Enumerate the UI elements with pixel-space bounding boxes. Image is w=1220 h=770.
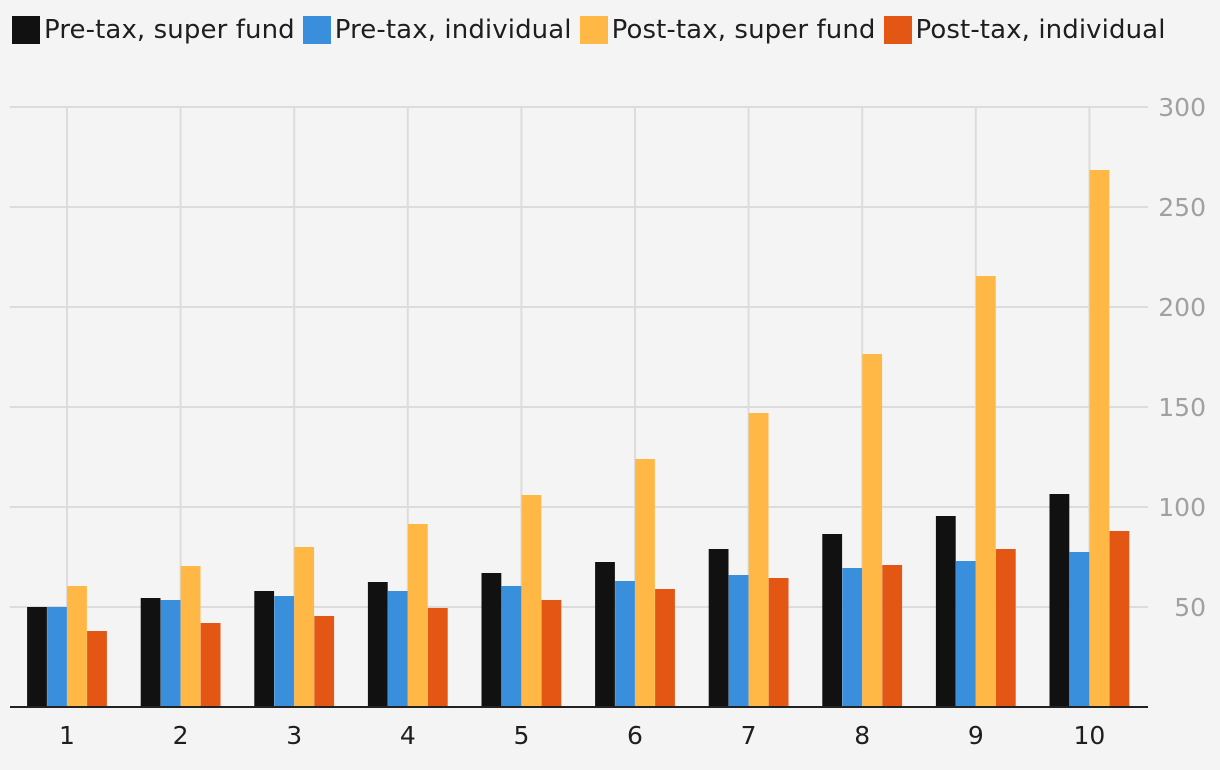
legend-item-pre-tax-super-fund: Pre-tax, super fund — [12, 15, 295, 45]
bar-pre-tax-individual-5 — [501, 586, 522, 707]
bar-post-tax-super-fund-4 — [407, 524, 428, 707]
legend-label-post-tax-super-fund: Post-tax, super fund — [611, 15, 876, 45]
bar-pre-tax-super-fund-3 — [254, 591, 275, 707]
bar-pre-tax-super-fund-4 — [367, 582, 388, 707]
bar-pre-tax-super-fund-10 — [1049, 494, 1070, 707]
bar-pre-tax-super-fund-6 — [595, 562, 615, 707]
x-tick-label-1: 1 — [59, 721, 75, 750]
labels-layer: 50 100 150 200 250 300 1 2 3 4 5 6 7 8 9 10 — [59, 93, 1206, 750]
legend-swatch-pre-tax-individual — [302, 16, 331, 44]
bar-pre-tax-individual-10 — [1069, 552, 1090, 707]
y-tick-label-50: 50 — [1174, 593, 1206, 622]
bar-post-tax-super-fund-6 — [635, 459, 655, 707]
x-tick-label-8: 8 — [854, 721, 870, 750]
bar-post-tax-individual-5 — [541, 600, 562, 707]
legend-swatch-pre-tax-super-fund — [12, 16, 40, 44]
legend: Pre-tax, super fund Pre-tax, individual … — [12, 12, 1174, 48]
bar-post-tax-super-fund-2 — [180, 566, 201, 707]
x-tick-label-9: 9 — [968, 721, 984, 750]
bar-pre-tax-individual-8 — [842, 568, 863, 707]
bar-pre-tax-individual-4 — [387, 591, 408, 707]
bar-pre-tax-individual-3 — [274, 596, 295, 707]
bar-pre-tax-individual-9 — [955, 561, 976, 707]
bar-pre-tax-super-fund-5 — [481, 573, 502, 707]
legend-item-post-tax-individual: Post-tax, individual — [883, 15, 1166, 45]
y-tick-label-200: 200 — [1158, 293, 1206, 322]
y-tick-label-100: 100 — [1158, 493, 1206, 522]
bar-pre-tax-super-fund-1 — [27, 607, 47, 707]
bar-post-tax-super-fund-8 — [862, 354, 883, 707]
legend-item-pre-tax-individual: Pre-tax, individual — [302, 15, 572, 45]
legend-label-post-tax-individual: Post-tax, individual — [915, 15, 1166, 45]
x-tick-label-7: 7 — [741, 721, 757, 750]
bars-layer — [27, 170, 1130, 707]
bar-post-tax-individual-3 — [314, 616, 335, 707]
bar-post-tax-super-fund-7 — [748, 413, 769, 707]
legend-swatch-post-tax-individual — [883, 16, 912, 44]
bar-pre-tax-individual-1 — [47, 607, 67, 707]
legend-swatch-post-tax-super-fund — [579, 16, 608, 44]
bar-post-tax-individual-2 — [200, 623, 221, 707]
x-tick-label-2: 2 — [173, 721, 189, 750]
legend-label-pre-tax-individual: Pre-tax, individual — [334, 15, 572, 45]
bar-pre-tax-super-fund-9 — [935, 516, 956, 707]
y-tick-label-300: 300 — [1158, 93, 1206, 122]
bar-pre-tax-individual-7 — [728, 575, 749, 707]
bar-post-tax-super-fund-1 — [67, 586, 87, 707]
bar-post-tax-individual-10 — [1109, 531, 1130, 707]
x-tick-label-5: 5 — [513, 721, 529, 750]
legend-item-post-tax-super-fund: Post-tax, super fund — [579, 15, 876, 45]
bar-post-tax-individual-1 — [87, 631, 107, 707]
legend-label-pre-tax-super-fund: Pre-tax, super fund — [44, 15, 295, 45]
bar-post-tax-individual-6 — [655, 589, 675, 707]
bar-post-tax-super-fund-10 — [1089, 170, 1110, 707]
grid-layer — [10, 106, 1148, 707]
bar-post-tax-super-fund-9 — [975, 276, 996, 707]
bar-post-tax-super-fund-5 — [521, 495, 542, 707]
bar-post-tax-individual-9 — [995, 549, 1016, 707]
x-tick-label-10: 10 — [1073, 721, 1105, 750]
y-tick-label-250: 250 — [1158, 193, 1206, 222]
bar-pre-tax-super-fund-8 — [822, 534, 843, 707]
bar-post-tax-super-fund-3 — [294, 547, 315, 707]
bar-pre-tax-super-fund-7 — [708, 549, 729, 707]
x-tick-label-3: 3 — [286, 721, 302, 750]
bar-post-tax-individual-4 — [427, 608, 448, 707]
bar-post-tax-individual-8 — [882, 565, 903, 707]
x-tick-label-4: 4 — [400, 721, 416, 750]
y-tick-label-150: 150 — [1158, 393, 1206, 422]
bar-post-tax-individual-7 — [768, 578, 789, 707]
bar-pre-tax-individual-6 — [615, 581, 635, 707]
x-tick-label-6: 6 — [627, 721, 643, 750]
bar-pre-tax-individual-2 — [160, 600, 181, 707]
bar-pre-tax-super-fund-2 — [140, 598, 161, 707]
